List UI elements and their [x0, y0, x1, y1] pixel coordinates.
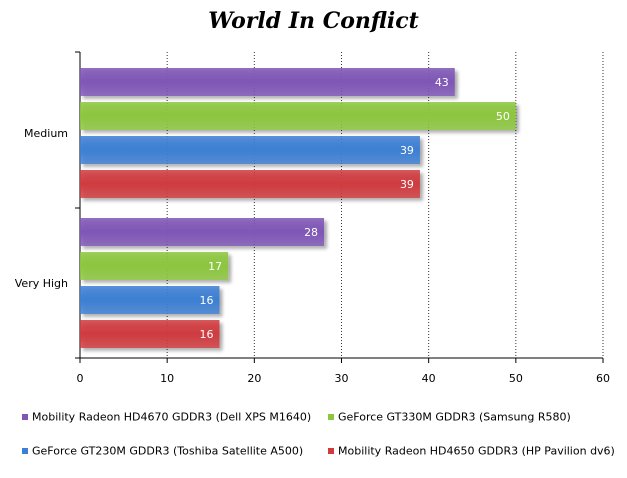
- data-label: 16: [199, 294, 213, 307]
- x-tick-label: 20: [247, 372, 261, 385]
- legend-label: Mobility Radeon HD4650 GDDR3 (HP Pavilio…: [338, 444, 615, 458]
- data-label: 28: [304, 226, 318, 239]
- x-tick-label: 10: [160, 372, 174, 385]
- x-tick-label: 40: [422, 372, 436, 385]
- legend-item: Mobility Radeon HD4670 GDDR3 (Dell XPS M…: [22, 410, 311, 424]
- bar: [80, 170, 420, 198]
- category-label: Medium: [24, 127, 68, 140]
- legend-swatch: [22, 414, 28, 420]
- chart-title: World In Conflict: [208, 8, 419, 34]
- data-label: 39: [400, 178, 414, 191]
- legend-swatch: [22, 448, 28, 454]
- bar: [80, 136, 420, 164]
- legend-label: GeForce GT230M GDDR3 (Toshiba Satellite …: [32, 444, 304, 458]
- bar: [80, 252, 229, 280]
- bar: [80, 320, 220, 348]
- legend-label: Mobility Radeon HD4670 GDDR3 (Dell XPS M…: [32, 410, 312, 424]
- legend-item: GeForce GT230M GDDR3 (Toshiba Satellite …: [22, 444, 303, 458]
- legend-label: GeForce GT330M GDDR3 (Samsung R580): [338, 410, 571, 424]
- legend-swatch: [328, 414, 334, 420]
- bar: [80, 218, 325, 246]
- x-tick-label: 60: [596, 372, 610, 385]
- x-tick-label: 0: [77, 372, 84, 385]
- bar: [80, 102, 516, 130]
- legend-item: Mobility Radeon HD4650 GDDR3 (HP Pavilio…: [328, 444, 615, 458]
- data-label: 50: [496, 110, 510, 123]
- data-label: 17: [208, 260, 222, 273]
- legend-swatch: [328, 448, 334, 454]
- x-tick-label: 30: [335, 372, 349, 385]
- category-label: Very High: [15, 277, 68, 290]
- data-label: 39: [400, 144, 414, 157]
- data-label: 16: [199, 328, 213, 341]
- legend-item: GeForce GT330M GDDR3 (Samsung R580): [328, 410, 571, 424]
- bar: [80, 68, 455, 96]
- bar: [80, 286, 220, 314]
- data-label: 43: [435, 76, 449, 89]
- x-tick-label: 50: [509, 372, 523, 385]
